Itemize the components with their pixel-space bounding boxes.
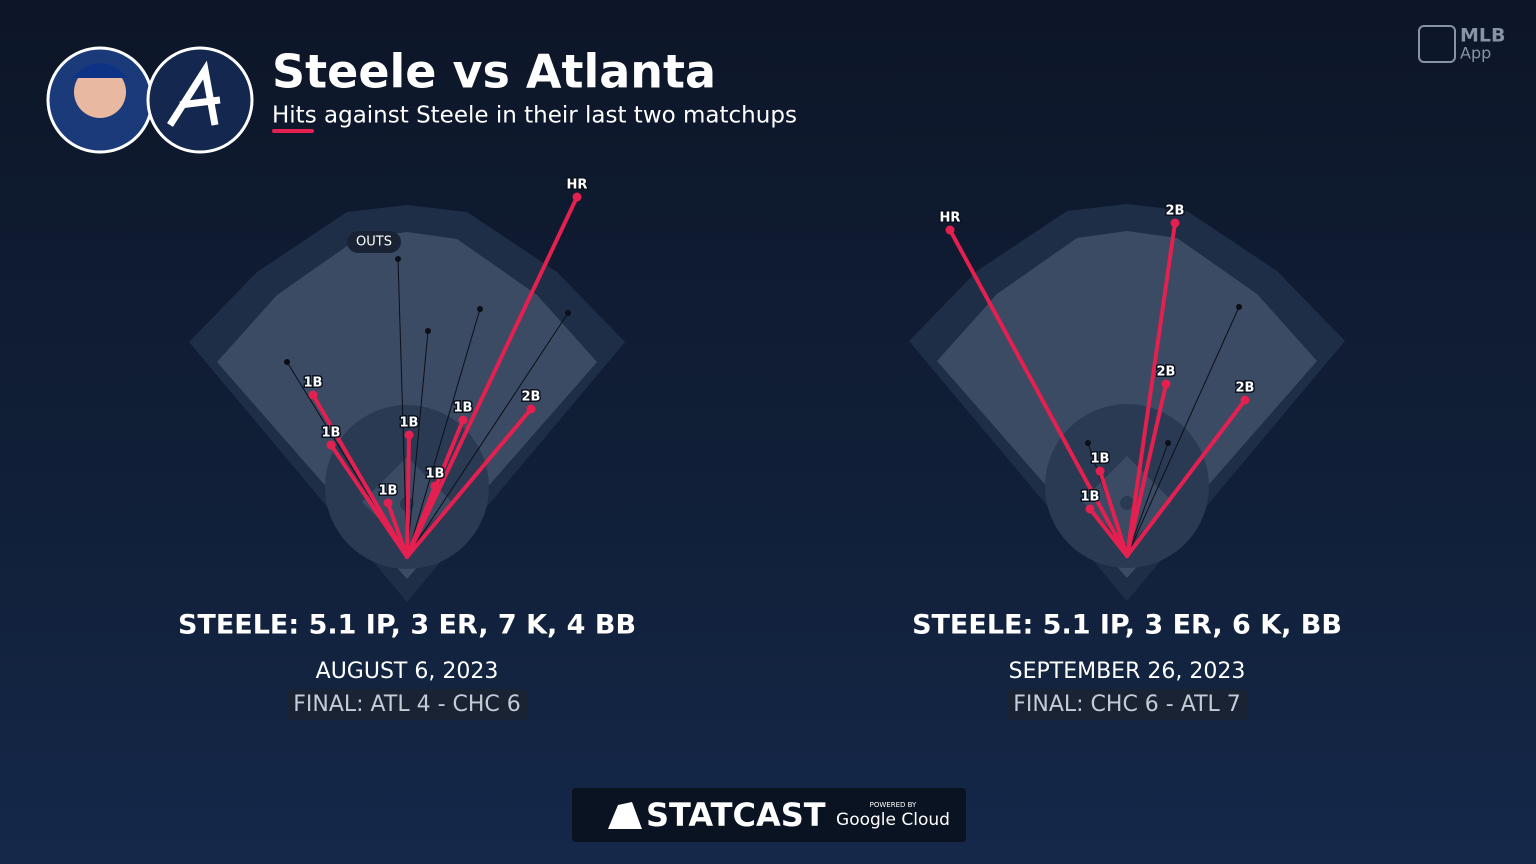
hit-dot [430, 481, 440, 491]
hit-dot [1095, 466, 1105, 476]
hit-line [329, 443, 409, 559]
game-line: STEELE: 5.1 IP, 3 ER, 7 K, 4 BB [178, 610, 636, 641]
outs-badge [347, 231, 401, 253]
out-dot [284, 359, 290, 365]
hit-dot [383, 498, 393, 508]
out-dot [477, 306, 483, 312]
player-cap [72, 63, 128, 78]
hit-dot [1170, 218, 1180, 228]
out-dot [1236, 304, 1242, 310]
outs-label: OUTS [356, 235, 392, 250]
hit-dot [945, 225, 955, 235]
hit-dot [1161, 379, 1171, 389]
hit-line [1125, 398, 1247, 558]
out-line [397, 258, 408, 558]
hit-label: 1B [304, 376, 323, 391]
hit-dot [1085, 504, 1095, 514]
hit-line [948, 228, 1129, 558]
out-line [406, 330, 429, 558]
footer-badge [572, 788, 966, 842]
hit-dot [526, 404, 536, 414]
hit-label: 2B [1236, 381, 1255, 396]
subtitle: Hits against Steele in their last two ma… [272, 103, 797, 129]
hit-line [1125, 382, 1168, 558]
hit-label: 2B [522, 390, 541, 405]
final-score: FINAL: CHC 6 - ATL 7 [1013, 692, 1241, 717]
hit-label: 1B [1091, 452, 1110, 467]
statcast: STATCAST [646, 796, 826, 834]
app-name: MLB [1460, 25, 1506, 47]
hit-line [405, 407, 533, 559]
team-logo-mark [167, 60, 221, 127]
hit-label: 1B [1081, 490, 1100, 505]
final-badge [287, 689, 527, 720]
hit-label: HR [940, 211, 961, 226]
hit-line [386, 501, 409, 559]
mound [1120, 496, 1134, 510]
out-dot [395, 256, 401, 262]
out-line [1126, 306, 1240, 557]
title: Steele vs Atlanta [272, 45, 716, 99]
final-badge [1007, 689, 1247, 720]
out-line [406, 312, 569, 558]
game-date: AUGUST 6, 2023 [316, 659, 499, 684]
hit-line [1125, 221, 1177, 558]
player-face [74, 66, 126, 118]
game-date: SEPTEMBER 26, 2023 [1009, 659, 1246, 684]
hit-dot [1240, 395, 1250, 405]
hit-line [311, 393, 409, 559]
hit-label: HR [567, 178, 588, 193]
hit-label: 2B [1157, 365, 1176, 380]
hit-label: 2B [1166, 204, 1185, 219]
hit-label: 1B [426, 467, 445, 482]
hit-line [405, 484, 437, 559]
hit-line [1098, 469, 1129, 558]
underline [272, 129, 314, 133]
hit-dot [308, 390, 318, 400]
out-dot [425, 328, 431, 334]
hit-label: 1B [379, 484, 398, 499]
hit-dot [326, 440, 336, 450]
out-line [1126, 442, 1169, 557]
hit-line [1088, 507, 1129, 558]
out-line [406, 308, 481, 558]
hit-dot [572, 192, 582, 202]
final-score: FINAL: ATL 4 - CHC 6 [293, 692, 521, 717]
hit-label: 1B [400, 416, 419, 431]
mlb-logo [1418, 25, 1456, 63]
out-dot [1085, 440, 1091, 446]
hit-line [405, 195, 579, 559]
app-sub: App [1460, 44, 1491, 63]
game-line: STEELE: 5.1 IP, 3 ER, 6 K, BB [912, 610, 1342, 641]
statcast-logo [608, 802, 642, 829]
powered-by: POWERED BY [870, 801, 917, 809]
google-cloud: Google Cloud [836, 810, 950, 830]
out-dot [565, 310, 571, 316]
out-dot [1165, 440, 1171, 446]
hit-dot [404, 430, 414, 440]
hit-dot [458, 415, 468, 425]
hit-label: 1B [322, 426, 341, 441]
hit-line [405, 433, 411, 559]
hit-label: 1B [454, 401, 473, 416]
